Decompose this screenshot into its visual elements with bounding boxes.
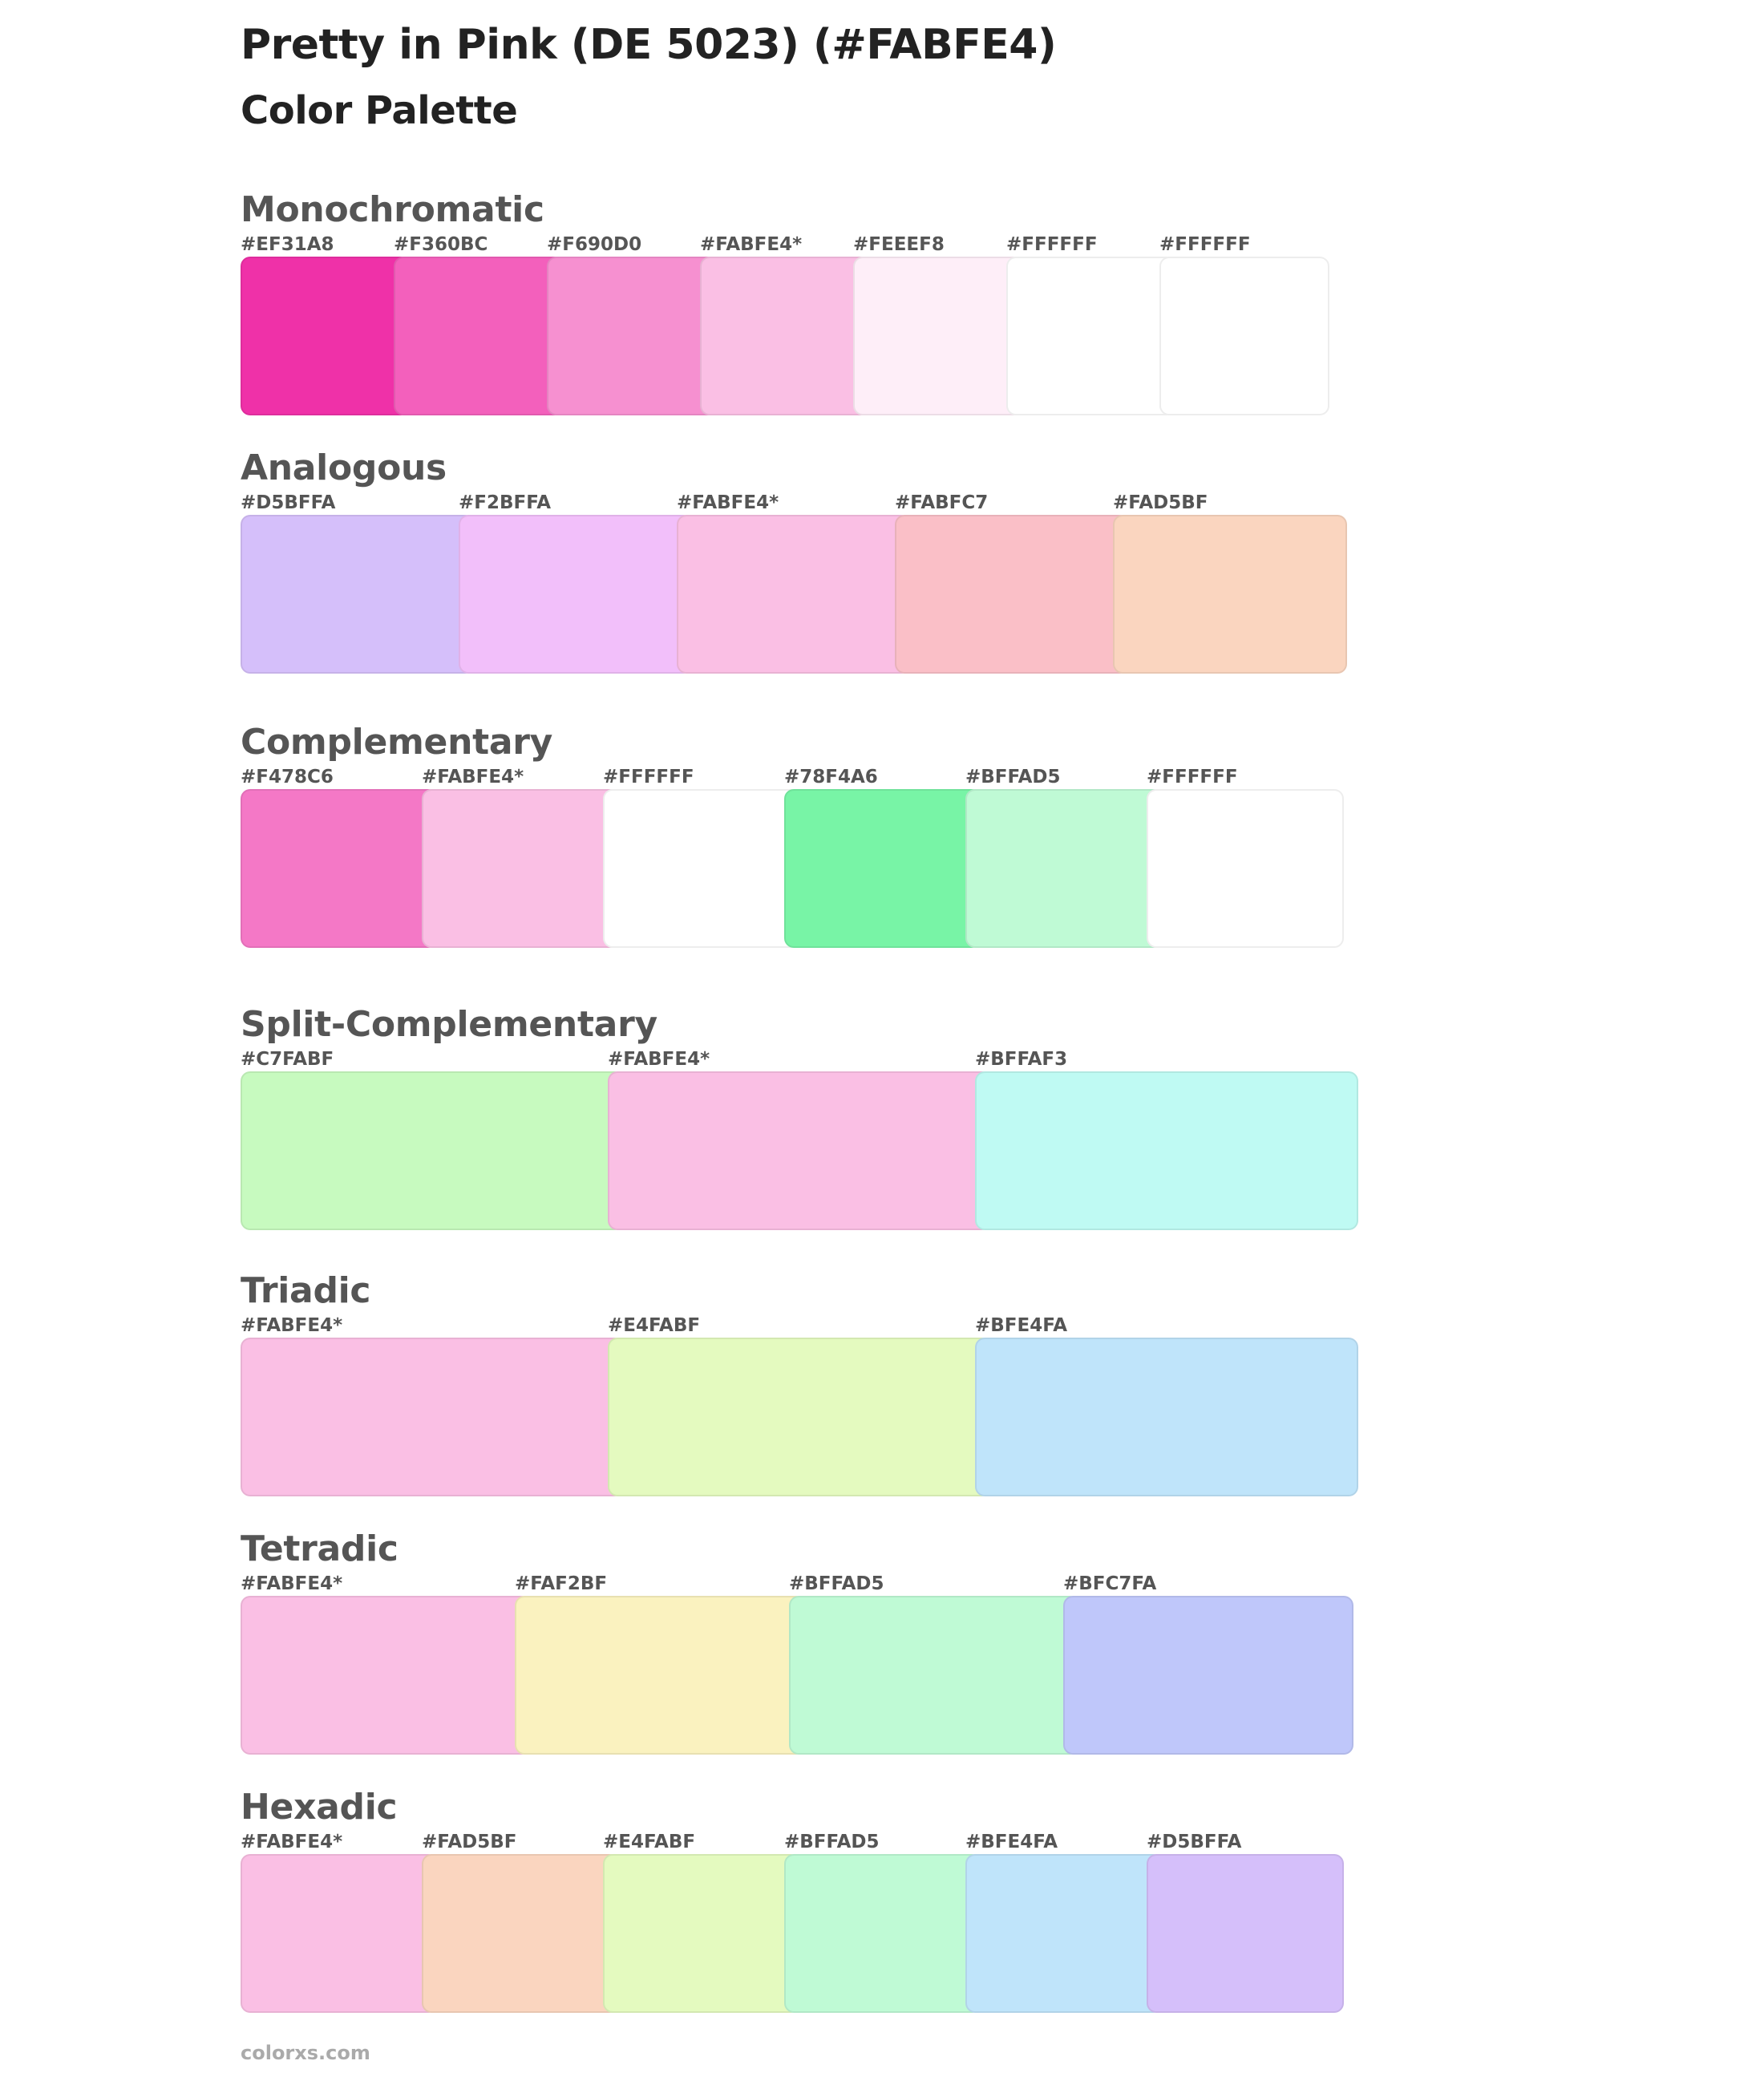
section-title: Analogous <box>241 447 447 488</box>
color-chip[interactable] <box>515 1596 805 1755</box>
color-chip[interactable] <box>459 515 693 674</box>
color-chip[interactable] <box>965 1854 1163 2013</box>
color-chip[interactable] <box>784 1854 981 2013</box>
site-footer-link[interactable]: colorxs.com <box>241 2042 370 2064</box>
hex-label: #78F4A6 <box>784 767 878 787</box>
color-chip[interactable] <box>853 257 1023 415</box>
hex-label: #FFFFFF <box>1006 234 1098 255</box>
hex-label: #FABFC7 <box>895 492 989 513</box>
color-chip[interactable] <box>1147 789 1344 948</box>
swatch-row: #F478C6 #FABFE4* #FFFFFF #78F4A6 #BFFAD5 #FFF… <box>241 765 1344 957</box>
swatch-row: #C7FABF #FABFE4* #BFFAF3 <box>241 1047 1358 1240</box>
section-hexadic: Hexadic #FABFE4* #FAD5BF #E4FABF #BFFAD5 #BFE… <box>241 1785 1344 2022</box>
hex-label: #E4FABF <box>608 1315 701 1336</box>
hex-label: #FFFFFF <box>1147 767 1238 787</box>
color-chip[interactable] <box>608 1071 991 1230</box>
color-chip[interactable] <box>241 515 475 674</box>
page-title: Pretty in Pink (DE 5023) (#FABFE4) <box>241 21 1057 69</box>
section-tetradic: Tetradic #FABFE4* #FAF2BF #BFFAD5 #BFC7FA <box>241 1527 1353 1764</box>
section-title: Monochromatic <box>241 189 544 230</box>
color-chip[interactable] <box>975 1338 1358 1496</box>
hex-label: #F360BC <box>394 234 488 255</box>
color-chip[interactable] <box>241 1338 624 1496</box>
swatch-row: #EF31A8 #F360BC #F690D0 #FABFE4* #FEEEF8 #FFF… <box>241 233 1329 425</box>
section-triadic: Triadic #FABFE4* #E4FABF #BFE4FA <box>241 1269 1358 1506</box>
hex-label: #FAD5BF <box>422 1832 517 1852</box>
color-chip[interactable] <box>608 1338 991 1496</box>
color-chip[interactable] <box>784 789 981 948</box>
swatch-row: #FABFE4* #FAD5BF #E4FABF #BFFAD5 #BFE4FA #D5B… <box>241 1830 1344 2022</box>
hex-label: #BFE4FA <box>965 1832 1058 1852</box>
hex-label: #BFE4FA <box>975 1315 1068 1336</box>
hex-label: #BFC7FA <box>1063 1573 1157 1594</box>
section-title: Tetradic <box>241 1528 399 1569</box>
color-chip[interactable] <box>422 1854 619 2013</box>
color-chip[interactable] <box>700 257 870 415</box>
color-chip[interactable] <box>241 257 411 415</box>
swatch-row: #FABFE4* #FAF2BF #BFFAD5 #BFC7FA <box>241 1572 1353 1764</box>
hex-label: #E4FABF <box>603 1832 696 1852</box>
hex-label: #FFFFFF <box>603 767 694 787</box>
section-title: Split-Complementary <box>241 1004 657 1045</box>
hex-label: #FEEEF8 <box>853 234 945 255</box>
section-monochromatic: Monochromatic #EF31A8 #F360BC #F690D0 #FABFE… <box>241 188 1329 425</box>
hex-label: #F690D0 <box>547 234 642 255</box>
color-chip[interactable] <box>965 789 1163 948</box>
hex-label: #EF31A8 <box>241 234 334 255</box>
hex-label: #FABFE4* <box>700 234 803 255</box>
hex-label: #FABFE4* <box>422 767 524 787</box>
hex-label: #C7FABF <box>241 1049 334 1070</box>
section-analogous: Analogous #D5BFFA #F2BFFA #FABFE4* #FABFC7 #F… <box>241 446 1347 683</box>
color-chip[interactable] <box>1159 257 1329 415</box>
color-chip[interactable] <box>895 515 1129 674</box>
swatch-row: #FABFE4* #E4FABF #BFE4FA <box>241 1314 1358 1506</box>
color-chip[interactable] <box>547 257 717 415</box>
color-chip[interactable] <box>603 1854 800 2013</box>
swatch-row: #D5BFFA #F2BFFA #FABFE4* #FABFC7 #FAD5BF <box>241 491 1347 683</box>
color-chip[interactable] <box>241 1596 531 1755</box>
hex-label: #FABFE4* <box>241 1832 343 1852</box>
page-subtitle: Color Palette <box>241 88 518 133</box>
hex-label: #D5BFFA <box>1147 1832 1242 1852</box>
color-chip[interactable] <box>241 1854 438 2013</box>
hex-label: #FABFE4* <box>608 1049 710 1070</box>
color-chip[interactable] <box>241 1071 624 1230</box>
hex-label: #FABFE4* <box>241 1573 343 1594</box>
hex-label: #FABFE4* <box>677 492 779 513</box>
section-split-complementary: Split-Complementary #C7FABF #FABFE4* #BFFAF… <box>241 1002 1358 1240</box>
section-title: Hexadic <box>241 1787 398 1828</box>
section-complementary: Complementary #F478C6 #FABFE4* #FFFFFF #78F4… <box>241 720 1344 957</box>
color-chip[interactable] <box>1147 1854 1344 2013</box>
hex-label: #F478C6 <box>241 767 334 787</box>
hex-label: #BFFAD5 <box>784 1832 880 1852</box>
color-chip[interactable] <box>975 1071 1358 1230</box>
color-chip[interactable] <box>1006 257 1176 415</box>
color-chip[interactable] <box>1113 515 1347 674</box>
hex-label: #D5BFFA <box>241 492 336 513</box>
hex-label: #BFFAD5 <box>965 767 1061 787</box>
section-title: Triadic <box>241 1270 371 1311</box>
color-chip[interactable] <box>789 1596 1079 1755</box>
section-title: Complementary <box>241 722 553 763</box>
color-chip[interactable] <box>422 789 619 948</box>
color-chip[interactable] <box>603 789 800 948</box>
hex-label: #BFFAD5 <box>789 1573 884 1594</box>
color-chip[interactable] <box>394 257 564 415</box>
color-chip[interactable] <box>677 515 911 674</box>
hex-label: #FAD5BF <box>1113 492 1208 513</box>
hex-label: #F2BFFA <box>459 492 552 513</box>
hex-label: #FFFFFF <box>1159 234 1251 255</box>
hex-label: #BFFAF3 <box>975 1049 1068 1070</box>
hex-label: #FAF2BF <box>515 1573 608 1594</box>
color-chip[interactable] <box>1063 1596 1353 1755</box>
hex-label: #FABFE4* <box>241 1315 343 1336</box>
color-chip[interactable] <box>241 789 438 948</box>
